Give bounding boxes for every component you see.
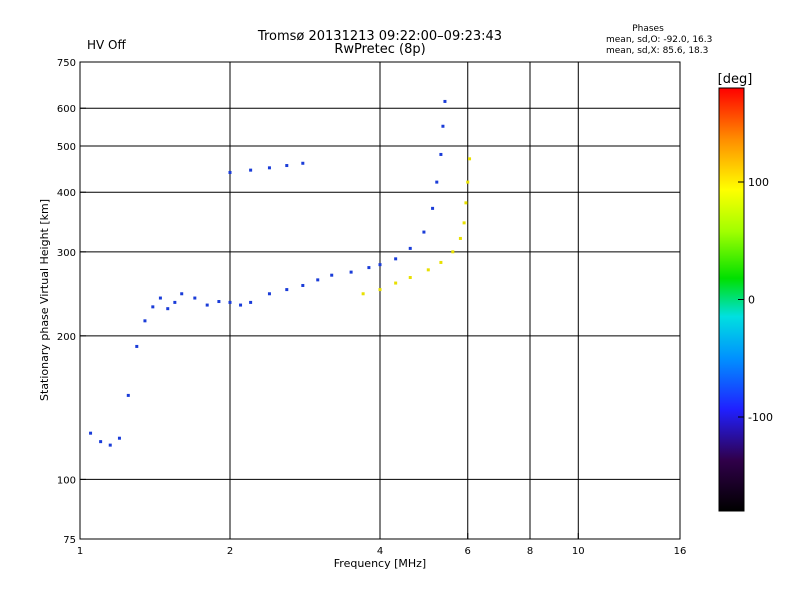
data-point — [394, 257, 398, 261]
colorbar-tick-label: 100 — [748, 176, 769, 189]
data-point — [267, 166, 271, 170]
data-point — [451, 250, 455, 254]
data-point — [228, 170, 232, 174]
colorbar-label: [deg] — [718, 72, 753, 87]
data-point — [439, 260, 443, 264]
data-point — [394, 281, 398, 285]
data-point — [316, 278, 320, 282]
data-point — [378, 263, 382, 267]
hv-status: HV Off — [87, 38, 126, 52]
x-tick-label: 1 — [77, 546, 83, 557]
data-point — [228, 300, 232, 304]
data-point — [173, 300, 177, 304]
data-point — [180, 292, 184, 296]
y-tick-label: 600 — [57, 104, 76, 115]
data-point — [443, 99, 447, 103]
data-point — [158, 296, 162, 300]
x-axis: 1 2 4 6 8 10 16 — [77, 533, 687, 557]
data-point — [117, 436, 121, 440]
data-point — [408, 246, 412, 250]
colorbar-tick-label: -100 — [748, 411, 773, 424]
data-point — [126, 393, 130, 397]
data-points — [89, 99, 472, 447]
data-point — [367, 266, 371, 270]
data-point — [166, 307, 170, 311]
y-tick-label: 200 — [57, 332, 76, 343]
x-axis-label: Frequency [MHz] — [334, 557, 426, 570]
phase-x-stats: mean, sd,X: 85.6, 18.3 — [606, 46, 708, 56]
y-tick-label: 75 — [63, 535, 76, 546]
y-tick-label: 100 — [57, 475, 76, 486]
data-point — [239, 303, 243, 307]
x-tick-label: 16 — [674, 546, 687, 557]
data-point — [205, 303, 209, 307]
chart-subtitle: RwPretec (8p) — [334, 42, 425, 57]
x-tick-label: 8 — [527, 546, 533, 557]
phases-heading: Phases — [632, 24, 664, 34]
x-tick-label: 6 — [465, 546, 471, 557]
data-point — [426, 268, 430, 272]
data-point — [301, 283, 305, 287]
data-point — [108, 443, 112, 447]
data-point — [435, 180, 439, 184]
data-point — [285, 164, 289, 168]
data-point — [135, 344, 139, 348]
y-tick-label: 300 — [57, 248, 76, 259]
data-point — [151, 305, 155, 309]
data-point — [301, 161, 305, 165]
data-point — [193, 296, 197, 300]
x-tick-label: 10 — [572, 546, 585, 557]
colorbar-tick-label: 0 — [748, 294, 755, 307]
y-axis: 75 100 200 300 400 500 600 750 — [57, 58, 86, 546]
y-tick-label: 400 — [57, 188, 76, 199]
data-point — [466, 180, 470, 184]
data-point — [267, 292, 271, 296]
data-point — [408, 276, 412, 280]
data-point — [422, 230, 426, 234]
data-point — [349, 270, 353, 274]
data-point — [330, 273, 334, 277]
data-point — [458, 236, 462, 240]
data-point — [462, 221, 466, 225]
colorbar-ticks: 100 0 -100 — [738, 176, 773, 424]
x-tick-label: 2 — [227, 546, 233, 557]
data-point — [439, 152, 443, 156]
data-point — [378, 288, 382, 292]
data-point — [468, 157, 472, 161]
data-point — [464, 201, 468, 205]
data-point — [99, 440, 103, 444]
data-point — [431, 206, 435, 210]
data-point — [249, 300, 253, 304]
y-tick-label: 500 — [57, 142, 76, 153]
grid-lines — [80, 62, 680, 539]
data-point — [441, 124, 445, 128]
phase-o-stats: mean, sd,O: -92.0, 16.3 — [606, 35, 712, 45]
y-axis-label: Stationary phase Virtual Height [km] — [38, 199, 51, 401]
data-point — [285, 288, 289, 292]
data-point — [143, 319, 147, 323]
data-point — [249, 168, 253, 172]
x-tick-label: 4 — [377, 546, 383, 557]
y-tick-label: 750 — [57, 58, 76, 69]
data-point — [361, 292, 365, 296]
data-point — [89, 431, 93, 435]
data-point — [217, 300, 221, 304]
chart-title: Tromsø 20131213 09:22:00–09:23:43 — [257, 29, 502, 44]
